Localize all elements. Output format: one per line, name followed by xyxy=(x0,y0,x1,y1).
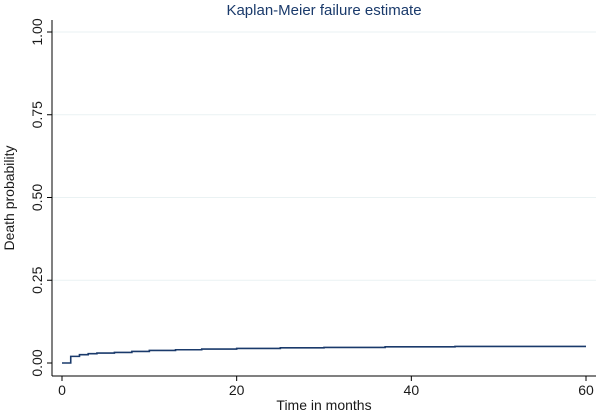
y-ticks: 0.00 0.25 0.50 0.75 1.00 xyxy=(29,18,52,377)
x-tick-label-0: 0 xyxy=(58,382,66,398)
y-tick-label-4: 1.00 xyxy=(29,18,45,45)
y-tick-label-0: 0.00 xyxy=(29,349,45,376)
x-axis-label: Time in months xyxy=(276,397,371,413)
x-tick-label-3: 60 xyxy=(578,382,594,398)
chart-title: Kaplan-Meier failure estimate xyxy=(226,2,421,19)
x-tick-label-1: 20 xyxy=(229,382,245,398)
y-axis-label: Death probability xyxy=(1,145,17,250)
y-tick-label-3: 0.75 xyxy=(29,101,45,128)
grid-lines xyxy=(52,31,596,281)
y-tick-label-2: 0.50 xyxy=(29,184,45,211)
y-tick-label-1: 0.25 xyxy=(29,266,45,293)
km-step-line xyxy=(62,345,586,364)
x-tick-label-2: 40 xyxy=(404,382,420,398)
x-ticks: 0 20 40 60 xyxy=(58,376,594,398)
